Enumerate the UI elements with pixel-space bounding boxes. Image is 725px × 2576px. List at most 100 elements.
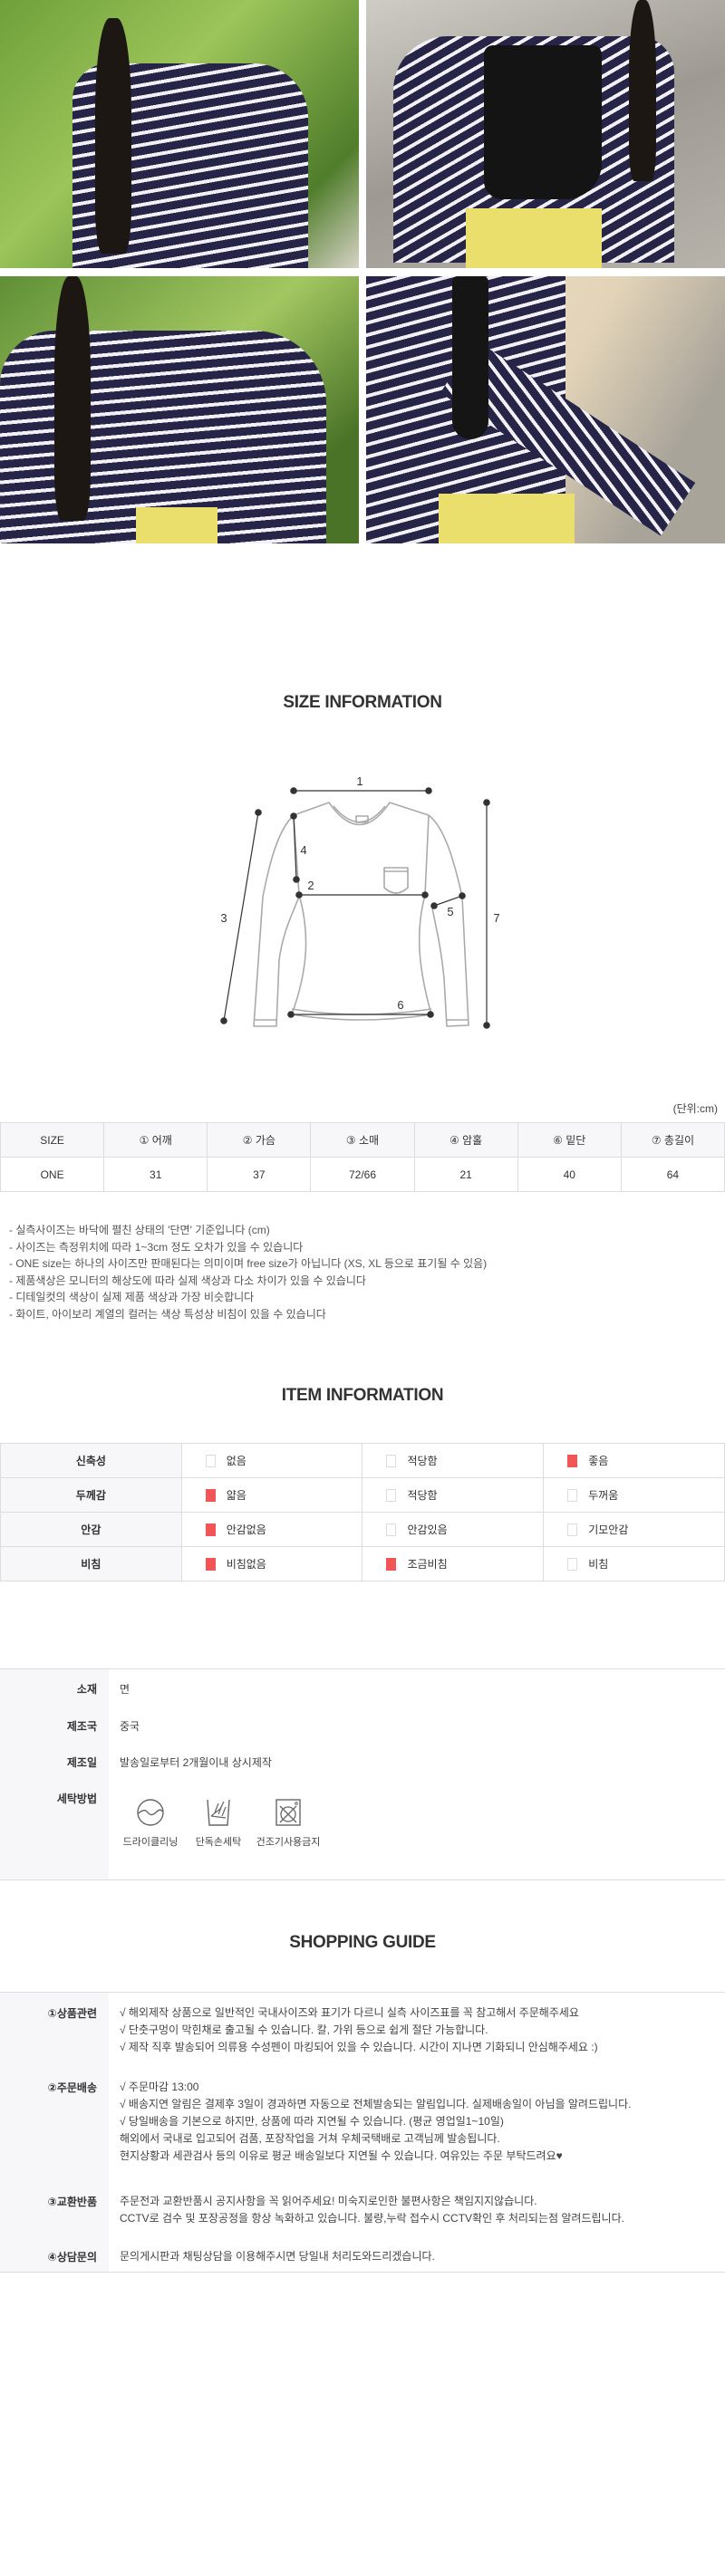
product-photo-1 bbox=[0, 0, 359, 268]
material-label: 소재 bbox=[76, 1683, 97, 1696]
guide-section-text: √ 해외제작 상품으로 일반적인 국내사이즈와 표기가 다르니 실측 사이즈표를… bbox=[120, 2004, 598, 2056]
table-row: 두께감 얇음 적당함 두꺼움 bbox=[0, 1477, 725, 1513]
size-diagram: 1 2 3 4 5 6 7 bbox=[220, 774, 500, 1029]
diagram-label-5: 5 bbox=[447, 905, 453, 918]
size-table: SIZE ① 어깨 ② 가슴 ③ 소매 ④ 암홀 ⑥ 밑단 ⑦ 총길이 ONE … bbox=[0, 1122, 725, 1192]
option-cell: 적당함 bbox=[362, 1477, 545, 1513]
table-cell: ONE bbox=[0, 1157, 105, 1192]
size-info-title: SIZE INFORMATION bbox=[283, 693, 442, 712]
diagram-label-6: 6 bbox=[397, 998, 403, 1012]
manufacture-date-label: 제조일 bbox=[66, 1756, 97, 1769]
header-cell: ⑦ 총길이 bbox=[620, 1122, 725, 1158]
item-info-title: ITEM INFORMATION bbox=[281, 1386, 444, 1405]
option-cell: 비침 bbox=[543, 1546, 725, 1581]
unchecked-box-icon bbox=[567, 1557, 578, 1571]
diagram-label-7: 7 bbox=[493, 911, 499, 925]
option-label: 없음 bbox=[226, 1455, 246, 1467]
option-cell: 얇음 bbox=[180, 1477, 363, 1513]
shopping-guide: ①상품관련 √ 해외제작 상품으로 일반적인 국내사이즈와 표기가 다르니 실측 … bbox=[0, 1992, 725, 2273]
table-row: 신축성 없음 적당함 좋음 bbox=[0, 1443, 725, 1478]
option-cell: 비침없음 bbox=[180, 1546, 363, 1581]
attribute-label: 안감 bbox=[0, 1512, 182, 1547]
note-line: - ONE size는 하나의 사이즈만 판매된다는 의미이며 free siz… bbox=[9, 1257, 488, 1270]
unit-label: (단위:cm) bbox=[672, 1102, 718, 1115]
product-photo-3 bbox=[0, 276, 359, 543]
table-cell: 64 bbox=[620, 1157, 725, 1192]
shopping-guide-title: SHOPPING GUIDE bbox=[289, 1933, 436, 1952]
guide-section-text: √ 주문마감 13:00 √ 배송지연 알림은 결제후 3일이 경과하면 자동으로… bbox=[120, 2079, 631, 2165]
option-label: 적당함 bbox=[407, 1455, 438, 1467]
table-row: 안감 안감없음 안감있음 기모안감 bbox=[0, 1512, 725, 1547]
header-cell: ④ 암홀 bbox=[413, 1122, 518, 1158]
item-info-table: 신축성 없음 적당함 좋음 두께감 얇음 적당함 두꺼움 안감 안감없음 안감있음 기모안감 비침 비침없… bbox=[0, 1443, 725, 1581]
guide-section-label: ①상품관련 bbox=[47, 2007, 97, 2020]
option-cell: 좋음 bbox=[543, 1443, 725, 1478]
unchecked-box-icon bbox=[386, 1523, 397, 1536]
guide-line: √ 단춧구멍이 막힌채로 출고될 수 있습니다. 칼, 가위 등으로 쉽게 절단… bbox=[120, 2023, 488, 2036]
checked-box-icon bbox=[205, 1523, 216, 1536]
product-photo-4 bbox=[366, 276, 725, 543]
table-row: ONE 31 37 72/66 21 40 64 bbox=[0, 1157, 725, 1192]
diagram-label-2: 2 bbox=[307, 879, 314, 892]
guide-line: 주문전과 교환반품시 공지사항을 꼭 읽어주세요! 미숙지로인한 불편사항은 책… bbox=[120, 2195, 537, 2207]
table-cell: 37 bbox=[207, 1157, 312, 1192]
care-item: 건조기사용금지 bbox=[252, 1798, 324, 1849]
guide-line: 현지상황과 세관검사 등의 이유로 평균 배송일보다 지연될 수 있습니다. 여… bbox=[120, 2149, 563, 2162]
option-label: 두꺼움 bbox=[588, 1489, 619, 1502]
checked-box-icon bbox=[205, 1488, 216, 1502]
option-cell: 적당함 bbox=[362, 1443, 545, 1478]
checked-box-icon bbox=[205, 1557, 216, 1571]
unchecked-box-icon bbox=[386, 1454, 397, 1467]
guide-line: √ 당일배송을 기본으로 하지만, 상품에 따라 지연될 수 있습니다. (평균… bbox=[120, 2115, 504, 2128]
option-cell: 기모안감 bbox=[543, 1512, 725, 1547]
header-cell: SIZE bbox=[0, 1122, 105, 1158]
attribute-label: 신축성 bbox=[0, 1443, 182, 1478]
option-cell: 없음 bbox=[180, 1443, 363, 1478]
diagram-label-3: 3 bbox=[220, 911, 227, 925]
guide-section-label: ②주문배송 bbox=[47, 2081, 97, 2094]
header-cell: ① 어깨 bbox=[103, 1122, 208, 1158]
dry-cleaning-icon bbox=[137, 1799, 164, 1826]
option-label: 얇음 bbox=[226, 1489, 246, 1502]
note-line: - 제품색상은 모니터의 해상도에 따라 실제 색상과 다소 차이가 있을 수 … bbox=[9, 1274, 366, 1287]
option-cell: 조금비침 bbox=[362, 1546, 545, 1581]
product-photo-2 bbox=[366, 0, 725, 268]
unchecked-box-icon bbox=[567, 1488, 578, 1502]
guide-line: 해외에서 국내로 입고되어 검품, 포장작업을 거쳐 우체국택배로 고객님께 발… bbox=[120, 2132, 500, 2145]
table-row: 비침 비침없음 조금비침 비침 bbox=[0, 1546, 725, 1581]
no-tumble-dry-icon bbox=[276, 1799, 301, 1826]
country-label: 제조국 bbox=[66, 1720, 97, 1733]
care-text: 단독손세탁 bbox=[195, 1837, 242, 1848]
size-table-header: SIZE ① 어깨 ② 가슴 ③ 소매 ④ 암홀 ⑥ 밑단 ⑦ 총길이 bbox=[0, 1122, 725, 1158]
care-text: 드라이클리닝 bbox=[122, 1837, 179, 1848]
measure-lines bbox=[220, 787, 490, 1029]
manufacture-date-value: 발송일로부터 2개월이내 상시제작 bbox=[120, 1756, 272, 1769]
option-label: 적당함 bbox=[407, 1489, 438, 1502]
note-line: - 실측사이즈는 바닥에 펼친 상태의 '단면' 기준입니다 (cm) bbox=[9, 1224, 270, 1236]
option-cell: 안감있음 bbox=[362, 1512, 545, 1547]
guide-line: √ 해외제작 상품으로 일반적인 국내사이즈와 표기가 다르니 실측 사이즈표를… bbox=[120, 2006, 579, 2019]
attribute-label: 비침 bbox=[0, 1546, 182, 1581]
checked-box-icon bbox=[567, 1454, 578, 1467]
option-label: 좋음 bbox=[588, 1455, 609, 1467]
hand-wash-icon bbox=[207, 1799, 230, 1826]
care-item: 단독손세탁 bbox=[182, 1798, 255, 1849]
checked-box-icon bbox=[386, 1557, 397, 1571]
unchecked-box-icon bbox=[205, 1454, 216, 1467]
option-label: 비침없음 bbox=[226, 1558, 266, 1571]
table-cell: 72/66 bbox=[310, 1157, 415, 1192]
shirt-outline bbox=[253, 802, 469, 1027]
guide-line: CCTV로 검수 및 포장공정을 항상 녹화하고 있습니다. 불량,누락 접수시… bbox=[120, 2212, 624, 2225]
table-cell: 31 bbox=[103, 1157, 208, 1192]
option-label: 비침 bbox=[588, 1558, 609, 1571]
diagram-label-1: 1 bbox=[356, 774, 362, 788]
size-notes: - 실측사이즈는 바닥에 펼친 상태의 '단면' 기준입니다 (cm) - 사이… bbox=[9, 1222, 487, 1322]
unchecked-box-icon bbox=[386, 1488, 397, 1502]
guide-line: 문의게시판과 채팅상담을 이용해주시면 당일내 처리도와드리겠습니다. bbox=[120, 2250, 435, 2263]
diagram-label-4: 4 bbox=[300, 843, 306, 857]
header-cell: ③ 소매 bbox=[310, 1122, 415, 1158]
table-cell: 21 bbox=[413, 1157, 518, 1192]
note-line: - 디테일컷의 색상이 실제 제품 색상과 가장 비슷합니다 bbox=[9, 1291, 255, 1303]
option-label: 조금비침 bbox=[407, 1558, 448, 1571]
guide-section-text: 문의게시판과 채팅상담을 이용해주시면 당일내 처리도와드리겠습니다. bbox=[120, 2248, 435, 2265]
